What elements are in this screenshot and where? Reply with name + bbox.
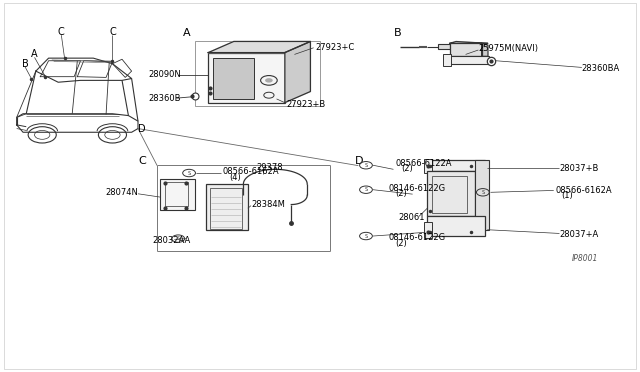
Text: 28061: 28061 [398,213,424,222]
Bar [166,182,188,206]
Text: A: A [31,49,38,60]
Bar [195,41,320,106]
Text: (1): (1) [561,191,573,200]
Circle shape [265,78,273,83]
Text: C: C [109,27,116,37]
Text: 27923+B: 27923+B [287,100,326,109]
Bar [428,216,484,236]
Text: 08566-6162A: 08566-6162A [223,167,280,176]
Text: (2): (2) [396,238,407,248]
Text: 28360B: 28360B [149,94,181,103]
Text: 08146-6122G: 08146-6122G [389,184,446,193]
Text: C: C [138,156,146,166]
Text: D: D [355,156,364,166]
Text: 28074N: 28074N [105,188,138,197]
Bar [428,171,475,216]
Text: 28384M: 28384M [251,200,285,209]
Text: 27923+C: 27923+C [315,42,354,51]
Text: B: B [394,28,401,38]
Bar [444,54,451,65]
Text: A: A [182,28,190,38]
Text: 28360BA: 28360BA [582,64,620,73]
Text: D: D [138,124,146,134]
Bar [445,55,489,64]
Text: 08566-6122A: 08566-6122A [396,158,452,167]
Text: (2): (2) [402,164,413,173]
Bar [208,52,285,103]
Text: S: S [364,163,367,168]
Bar [161,179,195,210]
Polygon shape [208,41,310,52]
Polygon shape [450,41,488,43]
Text: B: B [22,59,28,69]
Bar [428,160,484,171]
Bar [450,43,481,56]
Text: S: S [481,190,484,195]
Text: (2): (2) [396,189,407,198]
Text: 29378: 29378 [256,163,283,172]
Text: (4): (4) [229,173,241,182]
Text: 28037+A: 28037+A [559,230,599,239]
Text: S: S [364,187,367,192]
Bar [424,159,432,173]
Bar [212,58,254,99]
Bar [432,176,467,213]
Text: 28090N: 28090N [149,70,182,79]
Bar [424,222,432,238]
Bar [475,160,489,231]
Text: 08146-6122G: 08146-6122G [389,233,446,243]
Text: 08566-6162A: 08566-6162A [555,186,612,195]
Text: S: S [177,236,180,241]
Text: 28032AA: 28032AA [152,236,190,245]
Text: IP8001: IP8001 [572,254,598,263]
Polygon shape [285,41,310,103]
Text: C: C [58,27,65,37]
Text: S: S [364,234,367,238]
Bar [438,44,450,49]
Polygon shape [481,43,488,56]
Text: 25975M(NAVI): 25975M(NAVI) [478,44,538,53]
Bar [206,184,248,231]
Bar [210,188,242,229]
Text: S: S [188,170,191,176]
Text: 28037+B: 28037+B [559,164,599,173]
